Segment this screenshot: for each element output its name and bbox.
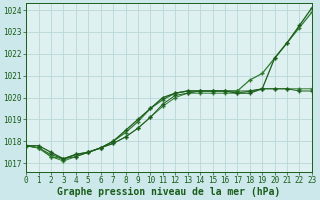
X-axis label: Graphe pression niveau de la mer (hPa): Graphe pression niveau de la mer (hPa) xyxy=(57,186,281,197)
